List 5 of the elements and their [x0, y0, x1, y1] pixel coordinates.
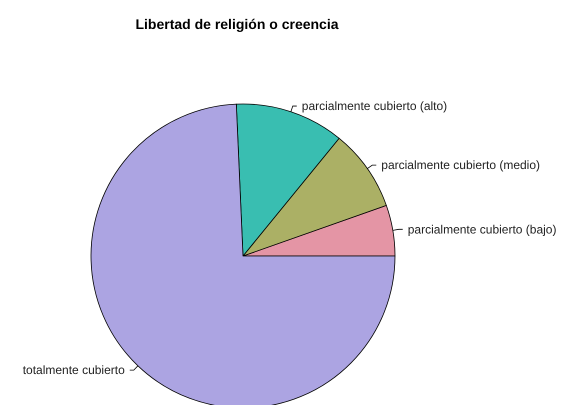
slice-label: parcialmente cubierto (medio): [381, 158, 540, 172]
chart-title: Libertad de religión o creencia: [135, 16, 339, 32]
slice-label: parcialmente cubierto (alto): [302, 99, 448, 114]
slice-label: parcialmente cubierto (bajo): [408, 222, 556, 236]
slice-label: totalmente cubierto: [22, 363, 126, 378]
